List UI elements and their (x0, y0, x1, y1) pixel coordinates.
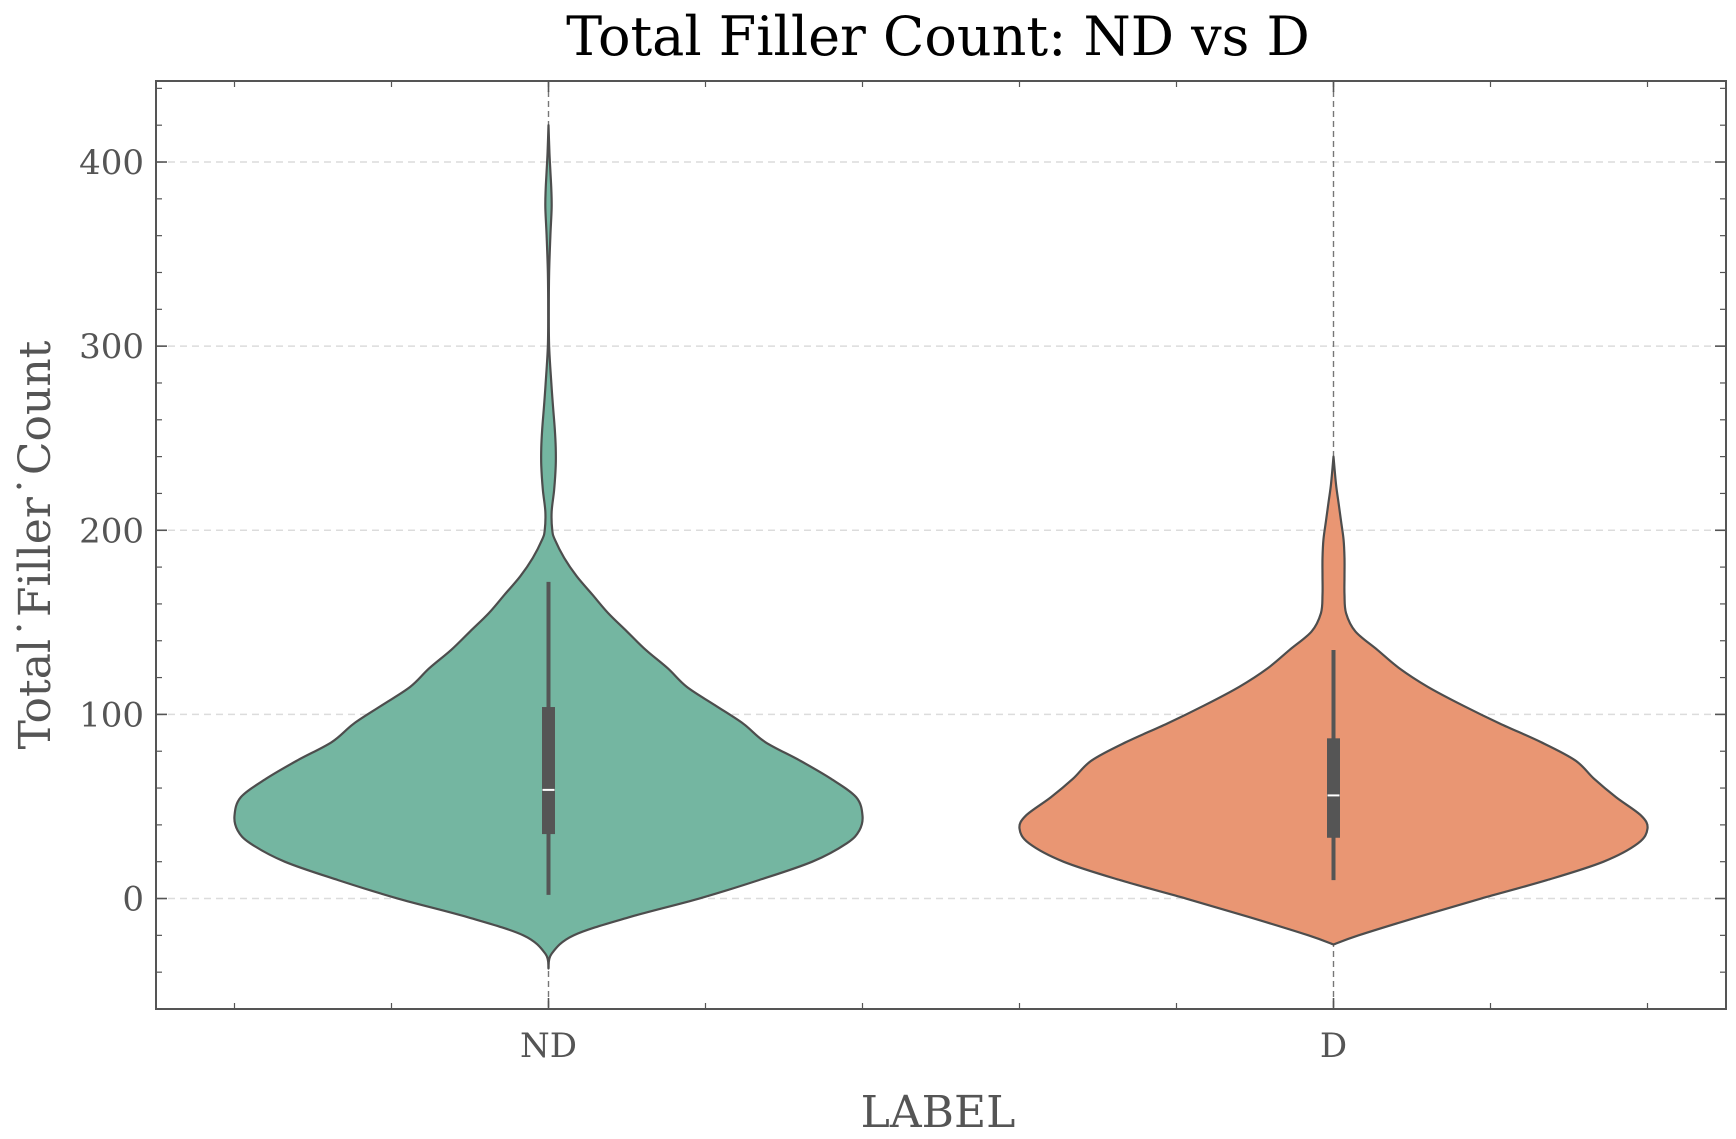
y-tick-label: 300 (79, 327, 144, 367)
x-tick-labels: ND D (520, 1026, 1347, 1066)
chart-title: Total Filler Count: ND vs D (566, 5, 1310, 68)
y-axis-label: Total˙Filler˙Count (10, 340, 61, 749)
iqr-box-ND (542, 707, 555, 835)
axis-ticks (156, 81, 1726, 1010)
violin-ND (233, 124, 864, 970)
iqr-box-D (1327, 738, 1340, 838)
y-tick-label: 400 (79, 143, 144, 183)
y-tick-labels: 0 100 200 300 400 (79, 143, 144, 920)
x-axis-label: LABEL (861, 1087, 1016, 1138)
x-tick-label-ND: ND (520, 1026, 577, 1066)
plot-frame (155, 80, 1727, 1010)
y-tick-label: 100 (79, 695, 144, 735)
y-tick-label: 200 (79, 511, 144, 551)
y-tick-label: 0 (122, 880, 144, 920)
x-tick-label-D: D (1320, 1026, 1347, 1066)
violins (233, 124, 1649, 970)
